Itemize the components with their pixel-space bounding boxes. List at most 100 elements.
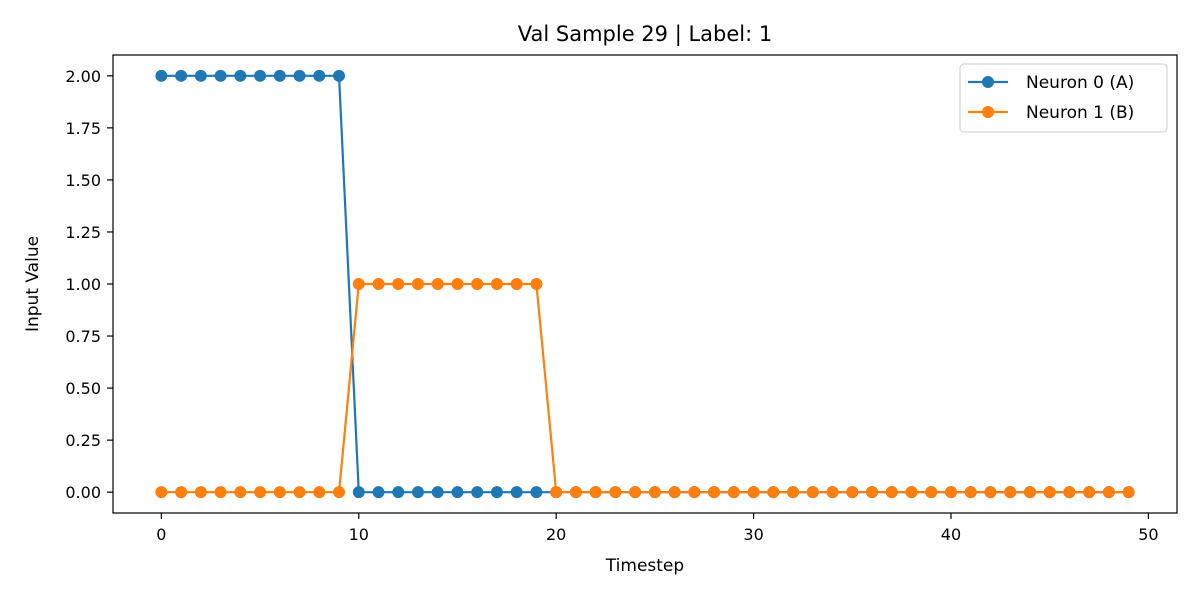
data-point bbox=[629, 486, 642, 499]
data-point bbox=[273, 486, 286, 499]
legend-marker bbox=[982, 106, 994, 118]
legend-label: Neuron 1 (B) bbox=[1026, 103, 1134, 123]
legend-marker bbox=[982, 76, 994, 88]
data-point bbox=[964, 486, 977, 499]
data-point bbox=[234, 69, 247, 82]
data-point bbox=[273, 69, 286, 82]
data-point bbox=[1083, 486, 1096, 499]
data-point bbox=[254, 486, 267, 499]
data-point bbox=[1063, 486, 1076, 499]
data-point bbox=[411, 278, 424, 290]
data-point bbox=[194, 486, 207, 499]
data-point bbox=[155, 486, 168, 499]
data-point bbox=[392, 486, 405, 499]
data-point bbox=[806, 486, 819, 499]
data-point bbox=[1102, 486, 1115, 499]
x-tick-label: 30 bbox=[743, 525, 763, 544]
data-point bbox=[530, 278, 543, 290]
y-axis: 0.00 0.25 0.50 0.75 1.00 1.25 1.50 1.75 2.00 bbox=[65, 67, 113, 502]
y-tick-label: 0.75 bbox=[65, 327, 101, 346]
y-tick-label: 0.00 bbox=[65, 483, 101, 502]
data-point bbox=[490, 278, 503, 290]
data-point bbox=[234, 486, 247, 499]
data-point bbox=[787, 486, 800, 499]
plot-frame bbox=[112, 54, 1178, 514]
chart-title: Val Sample 29 | Label: 1 bbox=[518, 22, 772, 47]
data-point bbox=[885, 486, 898, 499]
series-layer bbox=[155, 69, 1135, 499]
data-point bbox=[925, 486, 938, 499]
data-point bbox=[392, 278, 405, 290]
x-tick-label: 20 bbox=[546, 525, 566, 544]
data-point bbox=[313, 486, 326, 499]
data-point bbox=[175, 69, 188, 82]
data-point bbox=[569, 486, 582, 499]
y-tick-label: 1.00 bbox=[65, 275, 101, 294]
data-point bbox=[984, 486, 997, 499]
data-point bbox=[471, 278, 484, 290]
data-point bbox=[826, 486, 839, 499]
data-point bbox=[688, 486, 701, 499]
x-tick-label: 40 bbox=[941, 525, 961, 544]
data-point bbox=[866, 486, 879, 499]
y-tick-label: 2.00 bbox=[65, 67, 101, 86]
data-point bbox=[372, 278, 385, 290]
data-point bbox=[175, 486, 188, 499]
data-point bbox=[352, 278, 365, 290]
data-point bbox=[727, 486, 740, 499]
data-point bbox=[451, 486, 464, 499]
data-point bbox=[648, 486, 661, 499]
data-point bbox=[293, 486, 306, 499]
data-point bbox=[550, 486, 563, 499]
legend: Neuron 0 (A) Neuron 1 (B) bbox=[959, 63, 1168, 133]
data-point bbox=[155, 69, 168, 82]
x-tick-label: 50 bbox=[1138, 525, 1158, 544]
data-point bbox=[589, 486, 602, 499]
data-point bbox=[1004, 486, 1017, 499]
legend-label: Neuron 0 (A) bbox=[1026, 73, 1134, 93]
data-point bbox=[609, 486, 622, 499]
data-point bbox=[333, 486, 346, 499]
data-point bbox=[431, 278, 444, 290]
data-point bbox=[214, 486, 227, 499]
data-point bbox=[214, 69, 227, 82]
data-point bbox=[333, 69, 346, 82]
x-axis-title: Timestep bbox=[605, 556, 684, 576]
data-point bbox=[747, 486, 760, 499]
data-point bbox=[510, 278, 523, 290]
data-point bbox=[905, 486, 918, 499]
y-tick-label: 1.50 bbox=[65, 171, 101, 190]
y-tick-label: 1.75 bbox=[65, 119, 101, 138]
series-line-0 bbox=[161, 74, 1129, 494]
x-tick-label: 10 bbox=[349, 525, 369, 544]
series-line-1 bbox=[161, 282, 1129, 494]
data-point bbox=[431, 486, 444, 499]
legend-frame bbox=[959, 63, 1168, 133]
data-point bbox=[668, 486, 681, 499]
data-point bbox=[194, 69, 207, 82]
data-point bbox=[254, 69, 267, 82]
data-point bbox=[1043, 486, 1056, 499]
data-point bbox=[846, 486, 859, 499]
data-point bbox=[372, 486, 385, 499]
x-tick-label: 0 bbox=[156, 525, 166, 544]
data-point bbox=[767, 486, 780, 499]
data-point bbox=[944, 486, 957, 499]
data-point bbox=[510, 486, 523, 499]
data-point bbox=[1023, 486, 1036, 499]
data-point bbox=[530, 486, 543, 499]
data-point bbox=[411, 486, 424, 499]
data-point bbox=[471, 486, 484, 499]
data-point bbox=[313, 69, 326, 82]
data-point bbox=[1122, 486, 1135, 499]
x-axis: 0 10 20 30 40 50 bbox=[156, 513, 1159, 544]
data-point bbox=[352, 486, 365, 499]
data-point bbox=[451, 278, 464, 290]
data-point bbox=[708, 486, 721, 499]
y-tick-label: 1.25 bbox=[65, 223, 101, 242]
data-point bbox=[490, 486, 503, 499]
y-axis-title: Input Value bbox=[23, 236, 43, 332]
y-tick-label: 0.50 bbox=[65, 379, 101, 398]
